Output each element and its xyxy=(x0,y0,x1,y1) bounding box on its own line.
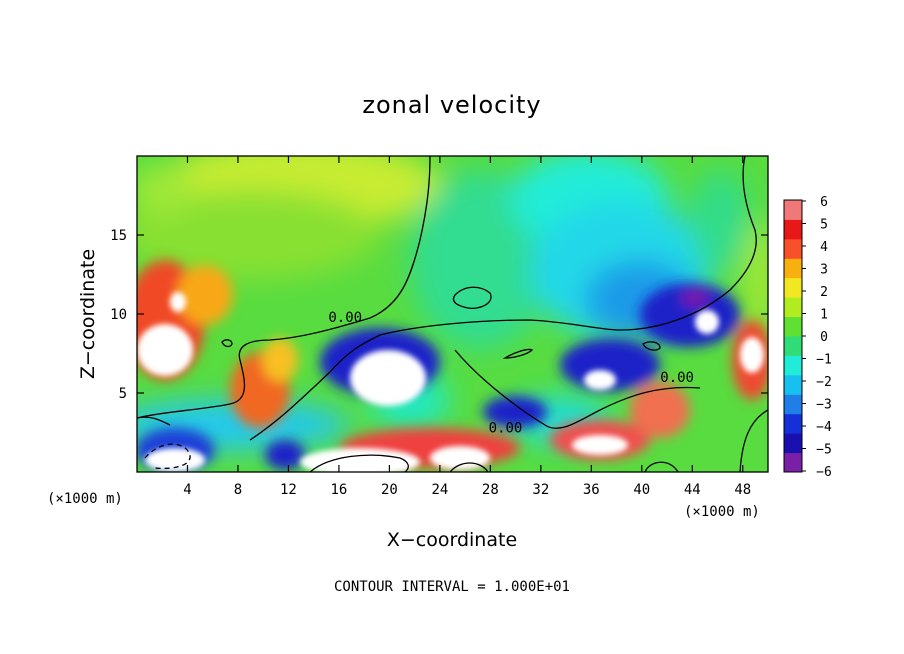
y-tick-label: 15 xyxy=(110,228,127,244)
x-tick-label: 24 xyxy=(431,482,448,498)
contour-line-main xyxy=(137,156,431,419)
contour-line-lower xyxy=(454,349,701,429)
colorbar-tick-label: 4 xyxy=(820,240,828,255)
contour-bottom-3 xyxy=(644,461,679,472)
colorbar-tick-label: −4 xyxy=(816,420,832,435)
x-tick-label: 4 xyxy=(183,482,191,498)
x-tick-label: 48 xyxy=(734,482,751,498)
colorbar-tick-label: 5 xyxy=(820,218,828,233)
colorbar-tick-label: −6 xyxy=(816,465,832,480)
contour-right-edge xyxy=(739,409,768,472)
field-saturated-edge xyxy=(740,337,764,373)
colorbar-swatch xyxy=(784,413,802,434)
y-axis-label: Z−coordinate xyxy=(77,249,99,379)
zero-contours xyxy=(137,156,768,472)
contour-label: 0.00 xyxy=(328,310,362,326)
contour-ring-4 xyxy=(642,341,661,351)
contour-ring-1 xyxy=(452,286,492,309)
colorbar-tick-label: −2 xyxy=(816,375,832,390)
x-tick-label: 16 xyxy=(330,482,347,498)
colorbar-tick-label: 1 xyxy=(820,308,828,323)
colorbar-swatch xyxy=(784,297,802,318)
x-unit-right: (×1000 m) xyxy=(684,504,760,520)
y-axis-ticks: 5 10 15 xyxy=(110,228,768,402)
field-saturated-bottom-left xyxy=(145,448,205,472)
x-tick-label: 28 xyxy=(482,482,499,498)
field-saturated-bottom-3 xyxy=(572,435,628,455)
contour-ring-2 xyxy=(502,348,534,359)
colorbar: 6 5 4 3 2 1 0 −1 −2 −3 −4 −5 −6 xyxy=(783,195,832,480)
x-tick-label: 20 xyxy=(381,482,398,498)
field-region-right-yellow xyxy=(744,220,768,340)
colorbar-swatch xyxy=(784,258,802,279)
field-saturated-center xyxy=(350,350,426,406)
colorbar-swatch xyxy=(784,219,802,240)
x-tick-label: 44 xyxy=(684,482,701,498)
colorbar-tick-label: −3 xyxy=(816,398,832,413)
field-saturated-right xyxy=(584,370,616,390)
x-axis-ticks: 4 8 12 16 20 24 28 32 36 40 44 48 xyxy=(183,156,751,498)
contour-labels: 0.00 0.00 0.00 xyxy=(328,310,694,437)
colorbar-swatch xyxy=(784,336,802,356)
field-region-upper-left xyxy=(137,165,190,215)
field-region-right-green xyxy=(690,170,750,270)
field-region-low-blue xyxy=(483,396,547,428)
contour-label: 0.00 xyxy=(660,370,694,386)
colorbar-tick-label: 6 xyxy=(820,195,828,210)
colorbar-tick-label: −5 xyxy=(816,443,832,458)
contour-interval-caption: CONTOUR INTERVAL = 1.000E+01 xyxy=(334,579,570,595)
chart-title: zonal velocity xyxy=(362,91,541,119)
colorbar-swatch xyxy=(784,238,802,259)
contour-label: 0.00 xyxy=(489,421,523,437)
contour-ring-3 xyxy=(221,339,233,348)
x-tick-label: 12 xyxy=(280,482,297,498)
contour-line-upper xyxy=(249,156,757,441)
field-region-left-orange xyxy=(177,265,233,325)
field-saturated-left-top xyxy=(170,292,186,312)
colorbar-tick-label: 0 xyxy=(820,330,828,345)
colorbar-swatch xyxy=(784,200,802,220)
colorbar-tick-label: −1 xyxy=(816,353,832,368)
y-tick-label: 5 xyxy=(119,386,127,402)
colorbar-tick-label: 2 xyxy=(820,285,828,300)
contour-bottom-1 xyxy=(309,454,409,472)
field-region-upper-lime xyxy=(137,190,380,280)
colorbar-swatch xyxy=(784,374,802,395)
colorbar-swatch xyxy=(784,316,802,337)
heatmap-field xyxy=(137,156,768,472)
x-tick-label: 32 xyxy=(532,482,549,498)
field-saturated-far-right xyxy=(695,310,719,334)
colorbar-swatch xyxy=(784,433,802,454)
field-saturated-bottom-2 xyxy=(430,446,490,470)
colorbar-tick-label: 3 xyxy=(820,263,828,278)
contour-bottom-2 xyxy=(449,462,489,472)
x-unit-left: (×1000 m) xyxy=(47,491,123,507)
x-axis-label: X−coordinate xyxy=(387,529,517,551)
colorbar-swatch xyxy=(784,452,802,473)
colorbar-swatch xyxy=(784,355,802,376)
field-saturated-left xyxy=(137,324,193,376)
colorbar-swatch xyxy=(784,394,802,415)
x-tick-label: 40 xyxy=(633,482,650,498)
x-tick-label: 36 xyxy=(583,482,600,498)
field-region-bottom-blue-2 xyxy=(265,440,305,470)
field-region-low-red-far xyxy=(630,382,690,438)
field-region-purple xyxy=(681,290,709,306)
colorbar-swatch xyxy=(784,277,802,298)
y-tick-label: 10 xyxy=(110,307,127,323)
x-tick-label: 8 xyxy=(234,482,242,498)
field-region-left-low-orange xyxy=(262,338,298,382)
contour-line-left xyxy=(137,416,171,426)
